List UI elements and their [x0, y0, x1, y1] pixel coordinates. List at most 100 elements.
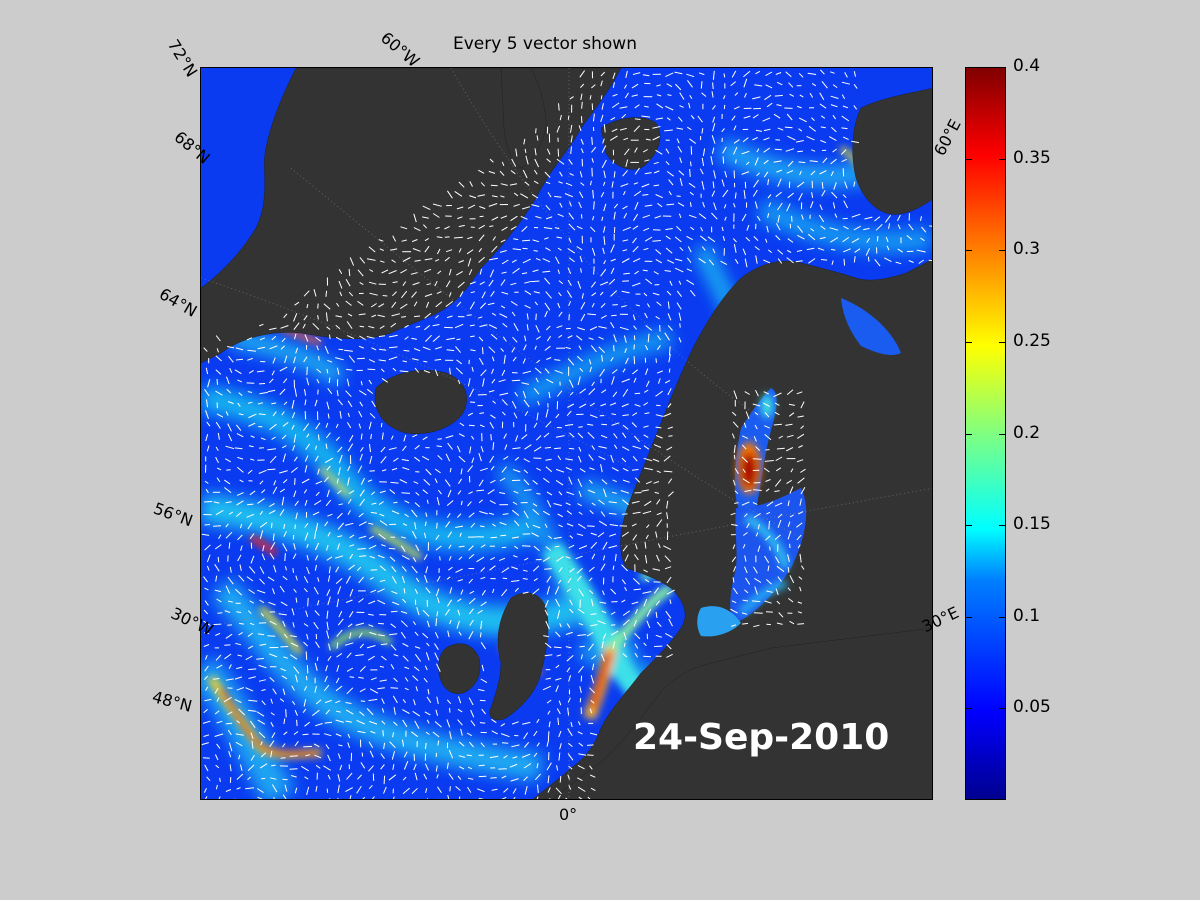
velocity-vector [576, 567, 583, 574]
velocity-vector [731, 433, 735, 439]
velocity-vector [557, 148, 560, 157]
velocity-vector [556, 390, 563, 397]
velocity-vector [566, 290, 573, 298]
velocity-vector [657, 543, 661, 548]
velocity-vector [467, 777, 474, 780]
velocity-vector [819, 103, 827, 109]
velocity-vector [732, 577, 735, 583]
velocity-vector [383, 775, 386, 785]
velocity-vector [666, 589, 675, 595]
velocity-vector [666, 290, 672, 296]
velocity-vector [248, 422, 256, 427]
velocity-vector [820, 69, 825, 75]
velocity-vector [389, 741, 396, 749]
velocity-vector [544, 642, 552, 649]
velocity-vector [336, 390, 339, 397]
velocity-vector [468, 491, 473, 495]
velocity-vector [366, 708, 374, 716]
velocity-vector [204, 632, 210, 635]
velocity-vector [570, 721, 573, 728]
velocity-vector [786, 170, 794, 174]
velocity-vector [568, 379, 574, 388]
velocity-vector [315, 699, 322, 705]
velocity-vector [203, 609, 209, 615]
velocity-vector [577, 478, 583, 488]
velocity-vector [478, 357, 484, 366]
velocity-vector [810, 201, 814, 209]
velocity-vector [775, 456, 783, 462]
velocity-vector [410, 731, 419, 738]
velocity-vector [279, 585, 285, 593]
velocity-vector [537, 400, 540, 406]
velocity-vector [316, 378, 320, 384]
velocity-vector [544, 302, 551, 311]
velocity-vector [646, 524, 650, 529]
velocity-vector [491, 378, 496, 384]
velocity-vector [225, 585, 231, 594]
velocity-vector [632, 282, 641, 287]
velocity-vector [326, 465, 331, 471]
velocity-vector [603, 236, 606, 245]
velocity-vector [388, 270, 397, 275]
velocity-vector [611, 369, 618, 374]
velocity-vector [854, 248, 861, 253]
velocity-vector [336, 652, 343, 658]
velocity-vector [645, 368, 649, 375]
velocity-vector [655, 414, 664, 417]
velocity-vector [510, 215, 518, 222]
velocity-vector [668, 354, 671, 363]
velocity-vector [742, 248, 747, 256]
velocity-vector [335, 578, 343, 584]
velocity-vector [358, 632, 363, 638]
colorbar-tick-mark [999, 341, 1005, 343]
velocity-vector [609, 402, 617, 406]
velocity-vector [534, 148, 537, 156]
velocity-vector [577, 280, 582, 289]
velocity-vector [327, 388, 333, 395]
velocity-vector [579, 645, 585, 648]
velocity-vector [567, 774, 570, 780]
velocity-vector [631, 500, 640, 504]
velocity-vector [842, 236, 850, 243]
velocity-vector [458, 766, 465, 770]
velocity-vector [390, 322, 397, 328]
velocity-vector [817, 247, 825, 251]
velocity-vector [215, 456, 219, 464]
velocity-vector [368, 325, 375, 329]
velocity-vector [742, 478, 750, 484]
velocity-vector [623, 335, 627, 343]
velocity-vector [422, 216, 429, 219]
velocity-vector [413, 348, 421, 352]
velocity-vector [390, 623, 397, 628]
velocity-vector [634, 147, 638, 153]
velocity-vector [306, 433, 310, 438]
velocity-vector [602, 138, 605, 144]
velocity-vector [369, 688, 379, 694]
velocity-vector [743, 189, 746, 199]
velocity-vector [797, 544, 801, 549]
velocity-vector [414, 315, 421, 318]
velocity-vector [283, 656, 288, 659]
velocity-vector [359, 257, 366, 264]
velocity-vector [432, 335, 441, 342]
velocity-vector [489, 565, 496, 571]
velocity-vector [424, 763, 429, 771]
velocity-vector [653, 444, 662, 448]
velocity-vector [843, 225, 849, 230]
velocity-vector [381, 432, 384, 440]
velocity-vector [456, 620, 460, 629]
velocity-vector [566, 510, 573, 515]
velocity-vector [228, 355, 234, 363]
velocity-vector [327, 754, 331, 762]
velocity-vector [567, 403, 575, 408]
velocity-vector [271, 370, 275, 376]
velocity-vector [776, 565, 785, 573]
velocity-vector [645, 480, 652, 485]
velocity-vector [292, 534, 295, 540]
velocity-vector [488, 170, 496, 174]
velocity-vector [567, 279, 572, 286]
velocity-vector [446, 599, 453, 607]
velocity-vector [216, 467, 222, 471]
velocity-vector [656, 499, 661, 505]
velocity-vector [763, 171, 769, 178]
